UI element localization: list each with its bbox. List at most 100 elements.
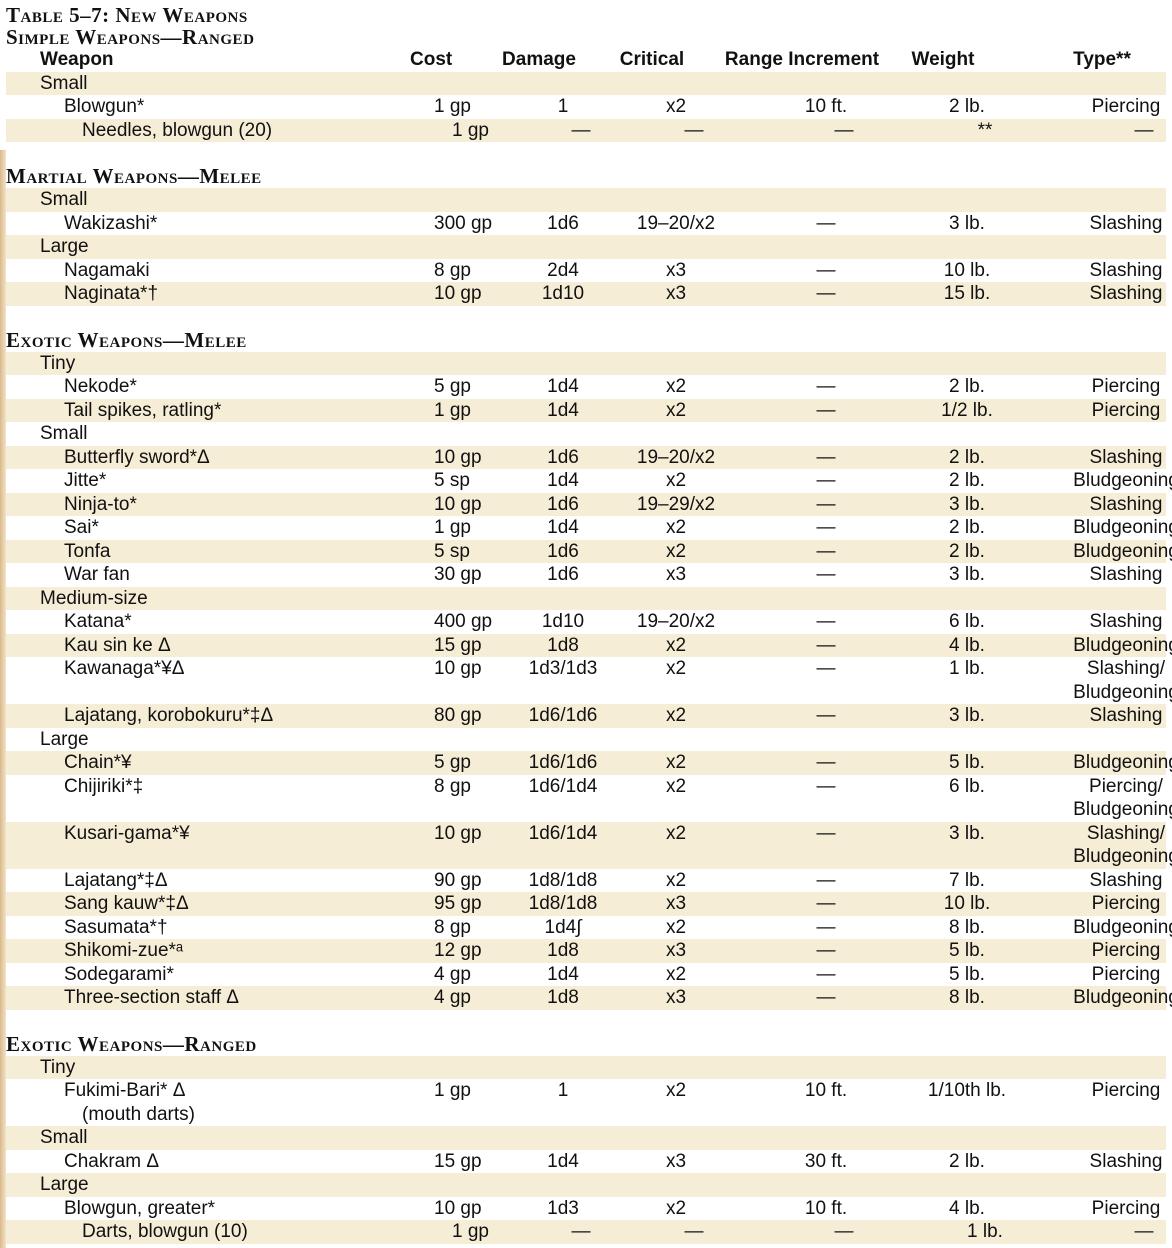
table-row: Katana* 400 gp 1d10 19–20/x2 — 6 lb. Slashing: [6, 610, 1166, 634]
range: —: [816, 540, 836, 562]
weapon-name: Needles, blowgun (20): [82, 119, 273, 141]
range: 10 ft.: [804, 1080, 848, 1101]
cost: 80 gp: [434, 705, 482, 726]
type-line: Bludgeoning: [1073, 846, 1172, 867]
weight: 2 lb.: [949, 446, 985, 468]
table-row: Naginata*† 10 gp 1d10 x3 — 15 lb. Slashing: [6, 282, 1166, 306]
damage: 1d4∫: [544, 916, 582, 938]
weapon-name: Lajatang, korobokuru*‡Δ: [64, 705, 274, 726]
type: Piercing: [1091, 963, 1161, 985]
table-row: Three-section staff Δ 4 gp 1d8 x3 — 8 lb. Blud…: [6, 986, 1172, 1010]
size-category-row: Small: [6, 71, 1166, 95]
critical: x2: [665, 1197, 687, 1219]
damage: 1d4: [547, 1150, 579, 1172]
weight: 6 lb.: [949, 775, 985, 797]
damage: 1d4: [547, 963, 579, 985]
range: —: [816, 283, 836, 304]
section-title: Martial Weapons—Melee: [6, 164, 262, 188]
range: —: [834, 1221, 854, 1242]
type: Piercing: [1091, 1080, 1161, 1101]
weight: 8 lb.: [949, 916, 985, 938]
critical: 19–29/x2: [636, 493, 716, 515]
cost: 1 gp: [434, 1080, 471, 1101]
weapon-name: Kawanaga*¥Δ: [64, 658, 185, 679]
critical: 19–20/x2: [636, 212, 716, 234]
critical: x3: [665, 259, 687, 281]
type-line: Bludgeoning: [1073, 799, 1172, 820]
cost: 400 gp: [434, 611, 493, 632]
damage: 1d3/1d3: [528, 658, 598, 679]
cost: 4 gp: [434, 987, 471, 1008]
range: —: [834, 119, 854, 141]
table-row: War fan 30 gp 1d6 x3 — 3 lb. Slashing: [6, 563, 1166, 587]
table-row: Jitte* 5 sp 1d4 x2 — 2 lb. Bludgeoning: [6, 469, 1172, 493]
cost: 300 gp: [434, 212, 493, 234]
range: —: [816, 822, 836, 844]
table-row: Needles, blowgun (20) 1 gp — — — ** —: [6, 118, 1166, 142]
table-row: Fukimi-Bari* Δ (mouth darts) 1 gp 1 x2 10 ft.…: [6, 1079, 1166, 1126]
weight: 3 lb.: [949, 212, 985, 234]
critical: x2: [665, 540, 687, 562]
damage: 1d8: [547, 987, 579, 1008]
cost: 1 gp: [434, 517, 471, 538]
weight: 1/2 lb.: [941, 399, 993, 421]
type: Bludgeoning: [1073, 916, 1172, 938]
damage: 1d6: [547, 212, 579, 234]
type: Bludgeoning: [1073, 752, 1172, 773]
type: Bludgeoning: [1073, 470, 1172, 491]
type: Piercing: [1091, 1197, 1161, 1219]
header-weight: Weight: [911, 49, 975, 70]
weapon-name: Shikomi-zue*ᵃ: [64, 940, 184, 961]
section-title: Simple Weapons—Ranged: [6, 25, 255, 49]
damage: 1d6/1d6: [528, 705, 598, 726]
cost: 15 gp: [434, 634, 482, 656]
type: Piercing/Bludgeoning: [1028, 775, 1172, 822]
critical: x2: [665, 916, 687, 938]
type: Slashing: [1089, 611, 1163, 632]
type: Slashing: [1089, 564, 1163, 585]
size-category-row: Small: [6, 188, 1166, 212]
range: —: [816, 470, 836, 491]
cost: 1 gp: [452, 119, 489, 141]
weight: 1 lb.: [949, 658, 985, 679]
cost: 10 gp: [434, 283, 482, 304]
damage: 1d6: [547, 493, 579, 515]
range: —: [816, 446, 836, 468]
weight: 3 lb.: [949, 822, 985, 844]
weapon-name: Jitte*: [64, 470, 107, 491]
size-category-row: Large: [6, 235, 1166, 259]
weapon-name: Sodegarami*: [64, 963, 174, 985]
weapon-name: Darts, blowgun (10): [82, 1221, 248, 1242]
critical: x3: [665, 564, 687, 585]
damage: 1: [557, 96, 569, 117]
range: —: [816, 987, 836, 1008]
weapon-name: Tail spikes, ratling*: [64, 399, 222, 421]
cost: 30 gp: [434, 564, 482, 585]
range: —: [816, 493, 836, 515]
damage: 1d6: [547, 446, 579, 468]
critical: —: [684, 119, 704, 141]
type: Slashing: [1089, 869, 1163, 891]
size-label: Small: [40, 189, 88, 210]
range: —: [816, 212, 836, 234]
type: Piercing: [1091, 893, 1161, 914]
cost: 10 gp: [434, 822, 482, 844]
size-label: Large: [40, 728, 89, 750]
table-row: Sang kauw*‡Δ 95 gp 1d8/1d8 x3 — 10 lb. Piercin…: [6, 892, 1166, 916]
weapon-name-line: Fukimi-Bari* Δ: [64, 1080, 186, 1101]
weapon-name: Chakram Δ: [64, 1150, 160, 1172]
header-cost: Cost: [410, 49, 453, 70]
weight: 2 lb.: [949, 376, 985, 397]
weight: 1 lb.: [967, 1221, 1003, 1242]
damage: 1d8: [547, 940, 579, 961]
range: —: [816, 893, 836, 914]
weight: 10 lb.: [943, 893, 991, 914]
critical: x3: [665, 1150, 687, 1172]
size-category-row: Medium-size: [6, 586, 1166, 610]
weapon-name: Chain*¥: [64, 752, 132, 773]
header-type: Type**: [1073, 49, 1131, 70]
type: Slashing: [1089, 705, 1163, 726]
cost: 8 gp: [434, 775, 471, 797]
header-damage: Damage: [502, 49, 576, 70]
table-row: Tonfa 5 sp 1d6 x2 — 2 lb. Bludgeoning: [6, 539, 1172, 563]
